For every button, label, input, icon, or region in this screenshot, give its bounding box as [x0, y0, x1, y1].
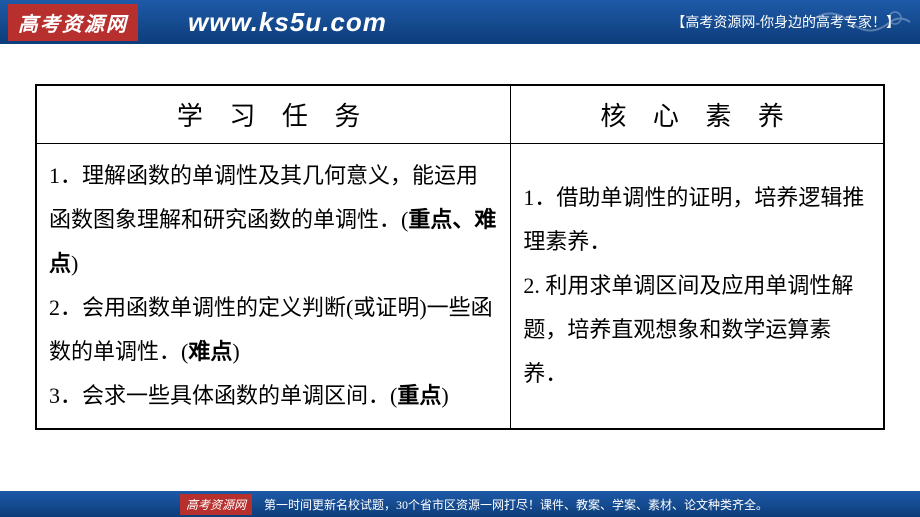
header-url: www.ks5u.com: [188, 7, 387, 38]
header-tagline: 【高考资源网-你身边的高考专家！】: [671, 12, 900, 32]
core-item-2: 2. 利用求单调区间及应用单调性解题，培养直观想象和数学运算素养．: [523, 264, 871, 396]
task-2-text: 2．会用函数单调性的定义判断(或证明)一些函数的单调性．(: [49, 295, 493, 364]
footer-text: 第一时间更新名校试题，30个省市区资源一网打尽！课件、教案、学案、素材、论文种类…: [264, 496, 768, 513]
table-body-row: 1．理解函数的单调性及其几何意义，能运用函数图象理解和研究函数的单调性．(重点、…: [36, 144, 884, 430]
header-cell-tasks: 学 习 任 务: [36, 85, 511, 144]
task-2-close: ): [232, 339, 239, 364]
task-1-close: ): [71, 251, 78, 276]
task-2-emphasis: 难点: [188, 339, 232, 364]
table-header-row: 学 习 任 务 核 心 素 养: [36, 85, 884, 144]
task-item-1: 1．理解函数的单调性及其几何意义，能运用函数图象理解和研究函数的单调性．(重点、…: [49, 154, 498, 286]
core-item-1: 1．借助单调性的证明，培养逻辑推理素养．: [523, 176, 871, 264]
task-item-3: 3．会求一些具体函数的单调区间．(重点): [49, 374, 498, 418]
task-3-close: ): [441, 383, 448, 408]
task-3-emphasis: 重点: [397, 383, 441, 408]
header-logo: 高考资源网: [8, 4, 138, 41]
task-item-2: 2．会用函数单调性的定义判断(或证明)一些函数的单调性．(难点): [49, 286, 498, 374]
task-3-text: 3．会求一些具体函数的单调区间．(: [49, 383, 397, 408]
footer-logo: 高考资源网: [180, 494, 252, 515]
page-header: 高考资源网 www.ks5u.com 【高考资源网-你身边的高考专家！】: [0, 0, 920, 44]
content-area: 学 习 任 务 核 心 素 养 1．理解函数的单调性及其几何意义，能运用函数图象…: [0, 44, 920, 430]
cell-tasks: 1．理解函数的单调性及其几何意义，能运用函数图象理解和研究函数的单调性．(重点、…: [36, 144, 511, 430]
cell-core: 1．借助单调性的证明，培养逻辑推理素养． 2. 利用求单调区间及应用单调性解题，…: [511, 144, 884, 430]
header-cell-core: 核 心 素 养: [511, 85, 884, 144]
lesson-table: 学 习 任 务 核 心 素 养 1．理解函数的单调性及其几何意义，能运用函数图象…: [35, 84, 885, 430]
page-footer: 高考资源网 第一时间更新名校试题，30个省市区资源一网打尽！课件、教案、学案、素…: [0, 491, 920, 517]
